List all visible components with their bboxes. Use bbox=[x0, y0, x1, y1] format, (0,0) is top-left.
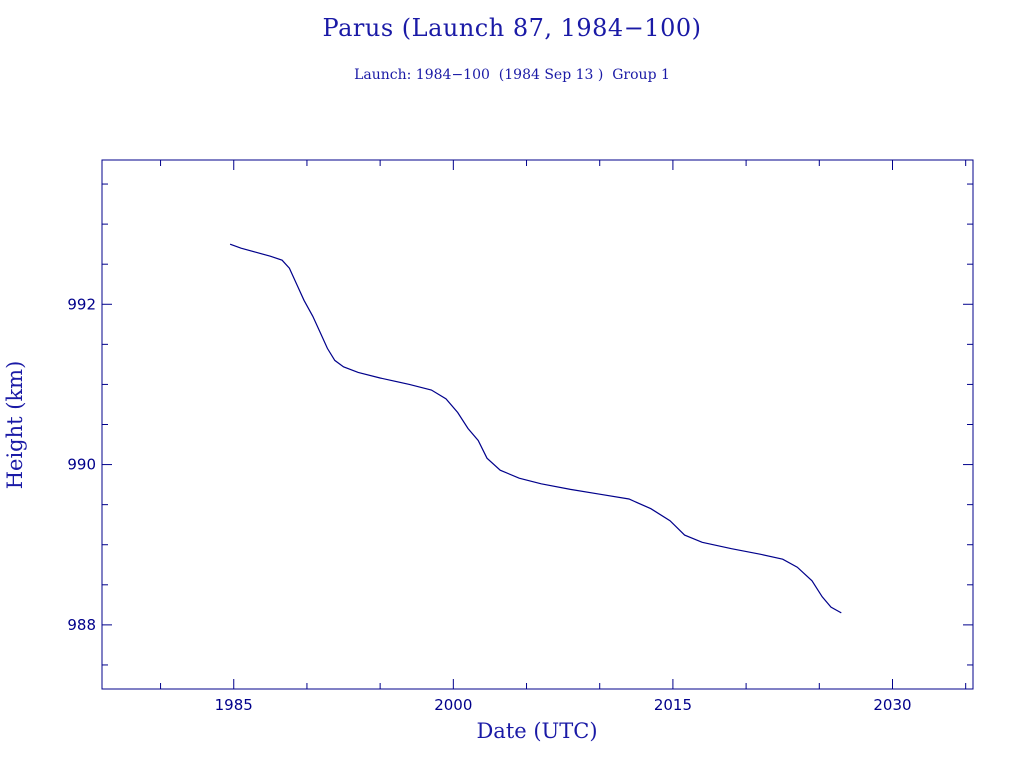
chart-subtitle: Launch: 1984−100 (1984 Sep 13 ) Group 1 bbox=[354, 67, 670, 83]
chart-title: Parus (Launch 87, 1984−100) bbox=[322, 14, 702, 42]
tick-group: 1985 2000 2015 2030 988 990 992 bbox=[67, 160, 973, 714]
y-axis-label: Height (km) bbox=[3, 361, 27, 490]
x-tick-label: 2030 bbox=[873, 696, 911, 714]
x-axis-label: Date (UTC) bbox=[476, 719, 597, 743]
y-tick-label: 992 bbox=[67, 295, 96, 313]
x-tick-label: 1985 bbox=[215, 696, 253, 714]
series-group bbox=[229, 243, 842, 614]
series-line bbox=[229, 243, 842, 614]
plot-frame bbox=[101, 159, 974, 690]
x-tick-label: 2000 bbox=[434, 696, 472, 714]
y-tick-label: 990 bbox=[67, 456, 96, 474]
y-tick-label: 988 bbox=[67, 616, 96, 634]
x-tick-label: 2015 bbox=[654, 696, 692, 714]
